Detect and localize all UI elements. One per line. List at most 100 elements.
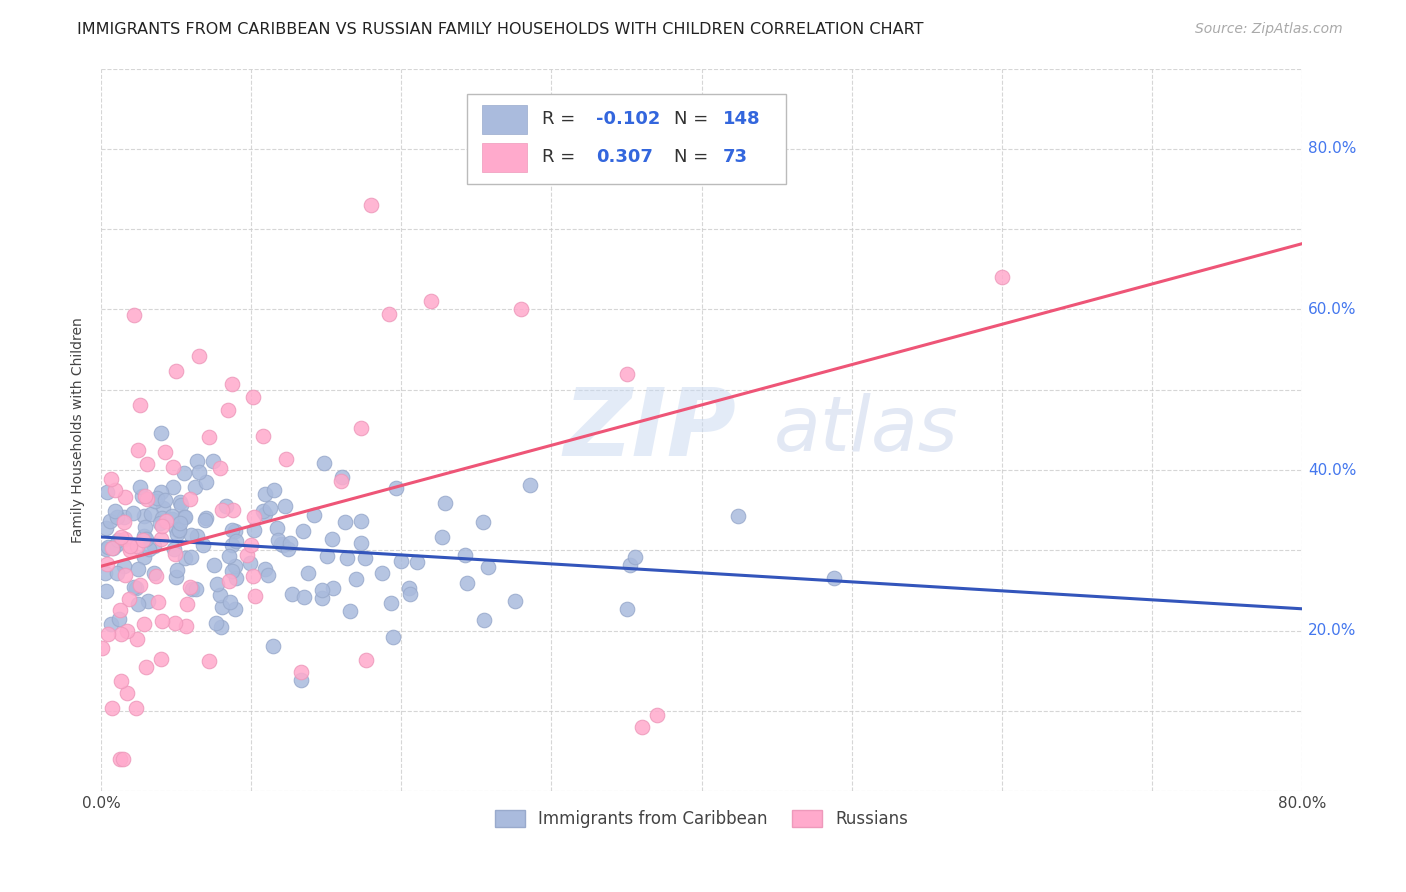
- Point: [110, 530, 132, 544]
- FancyBboxPatch shape: [467, 94, 786, 184]
- Point: [125, 539, 148, 553]
- Point: [110, 673, 132, 688]
- Point: [127, 597, 149, 611]
- Point: [398, 581, 420, 595]
- Point: [290, 665, 312, 679]
- Point: [271, 537, 294, 551]
- Point: [430, 530, 453, 544]
- Point: [108, 603, 131, 617]
- Point: [238, 556, 260, 570]
- Point: [105, 538, 128, 552]
- Point: [145, 568, 167, 582]
- Point: [148, 595, 170, 609]
- Point: [138, 594, 160, 608]
- Text: 80.0%: 80.0%: [1308, 141, 1357, 156]
- Point: [280, 587, 302, 601]
- Point: [208, 588, 231, 602]
- Point: [94, 566, 117, 580]
- Point: [153, 492, 176, 507]
- Text: N =: N =: [673, 110, 714, 128]
- Point: [134, 520, 156, 534]
- Point: [823, 571, 845, 585]
- Point: [127, 442, 149, 457]
- Point: [112, 558, 135, 573]
- Point: [221, 538, 243, 552]
- Point: [149, 532, 172, 546]
- Point: [122, 506, 145, 520]
- Point: [166, 562, 188, 576]
- Text: 148: 148: [723, 110, 761, 128]
- Point: [115, 686, 138, 700]
- Point: [125, 581, 148, 595]
- Point: [240, 538, 263, 552]
- Text: R =: R =: [541, 148, 581, 167]
- Point: [380, 596, 402, 610]
- Point: [180, 549, 202, 564]
- Point: [104, 483, 127, 497]
- Point: [222, 502, 245, 516]
- Point: [136, 492, 159, 507]
- Point: [221, 377, 243, 392]
- Point: [112, 515, 135, 529]
- Point: [616, 367, 638, 381]
- Point: [360, 198, 382, 212]
- Point: [104, 503, 127, 517]
- Point: [378, 307, 401, 321]
- Point: [174, 509, 197, 524]
- Legend: Immigrants from Caribbean, Russians: Immigrants from Caribbean, Russians: [488, 804, 915, 835]
- Point: [276, 451, 298, 466]
- Point: [194, 475, 217, 490]
- Text: 73: 73: [723, 148, 748, 167]
- Point: [173, 510, 195, 524]
- Point: [173, 551, 195, 566]
- Point: [100, 616, 122, 631]
- Point: [267, 533, 290, 547]
- Point: [129, 398, 152, 412]
- Point: [162, 480, 184, 494]
- Point: [472, 516, 495, 530]
- Point: [134, 508, 156, 523]
- Point: [630, 720, 652, 734]
- Point: [165, 548, 187, 562]
- Point: [356, 653, 378, 667]
- Point: [322, 582, 344, 596]
- Point: [211, 600, 233, 615]
- Point: [135, 533, 157, 547]
- Point: [100, 472, 122, 486]
- Point: [169, 516, 191, 531]
- Point: [406, 555, 429, 569]
- Point: [132, 533, 155, 547]
- Point: [195, 511, 218, 525]
- Point: [114, 568, 136, 582]
- Point: [266, 521, 288, 535]
- Point: [97, 627, 120, 641]
- Point: [243, 510, 266, 524]
- Point: [645, 708, 668, 723]
- Point: [114, 490, 136, 504]
- Point: [152, 510, 174, 524]
- Point: [191, 538, 214, 552]
- Point: [616, 602, 638, 616]
- Point: [311, 583, 333, 598]
- Point: [163, 615, 186, 630]
- Point: [181, 582, 204, 597]
- Point: [96, 542, 118, 557]
- Point: [118, 591, 141, 606]
- Point: [433, 496, 456, 510]
- Point: [263, 483, 285, 497]
- Point: [149, 652, 172, 666]
- Point: [131, 489, 153, 503]
- Point: [148, 516, 170, 530]
- Point: [110, 627, 132, 641]
- Point: [114, 533, 136, 547]
- Point: [132, 529, 155, 543]
- Point: [160, 509, 183, 524]
- Point: [329, 475, 352, 489]
- Point: [277, 541, 299, 556]
- Point: [385, 481, 408, 495]
- Point: [197, 654, 219, 668]
- FancyBboxPatch shape: [482, 104, 527, 134]
- Point: [456, 576, 478, 591]
- Point: [165, 522, 187, 536]
- Point: [122, 308, 145, 322]
